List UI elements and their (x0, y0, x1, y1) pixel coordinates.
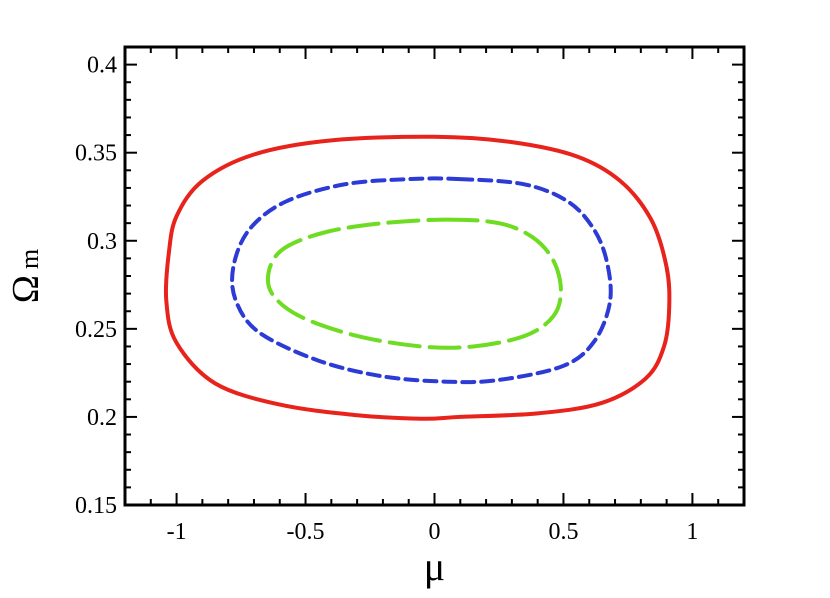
y-tick-label: 0.15 (75, 493, 117, 519)
contour-lines (163, 134, 672, 421)
contour-line-3 (265, 217, 563, 350)
y-tick-label: 0.25 (75, 317, 117, 343)
x-tick-labels: -1 -0.5 0 0.5 1 (167, 519, 699, 545)
y-tick-label: 0.35 (75, 141, 117, 167)
x-axis-label: μ (424, 544, 445, 589)
y-tick-labels: 0.15 0.2 0.25 0.3 0.35 0.4 (75, 53, 117, 519)
y-tick-label: 0.4 (87, 53, 117, 79)
y-tick-label: 0.3 (87, 229, 117, 255)
x-tick-label: 0 (429, 519, 441, 545)
x-tick-label: 1 (686, 519, 698, 545)
y-tick-label: 0.2 (87, 405, 117, 431)
y-axis-label-main: Ω (5, 275, 47, 303)
contour-line-1 (163, 134, 672, 421)
x-tick-label: -1 (167, 519, 187, 545)
x-tick-label: -0.5 (287, 519, 325, 545)
y-axis-label-symbol: Ωm (5, 249, 47, 303)
y-axis-label: Ωm (5, 249, 47, 303)
y-axis-label-subscript: m (15, 249, 44, 269)
plot-frame (123, 45, 746, 507)
axis-ticks (124, 46, 745, 506)
contour-line-2 (230, 176, 613, 385)
x-tick-label: 0.5 (548, 519, 578, 545)
